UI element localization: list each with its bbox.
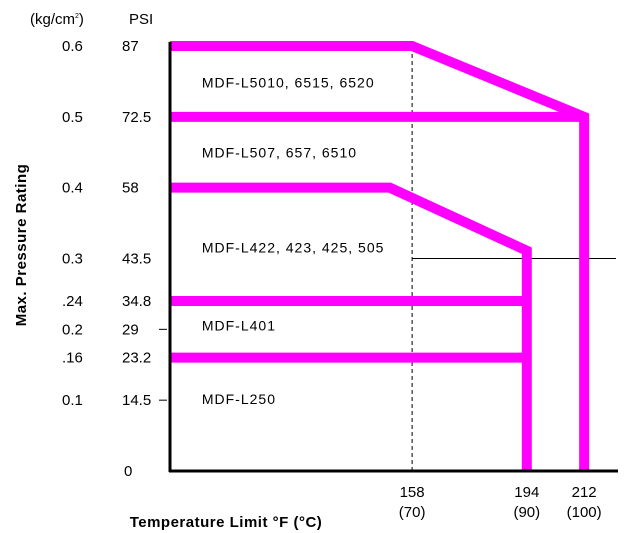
series-label-5: MDF-L250 <box>202 391 276 407</box>
kg-unit-label: (kg/cm2) <box>30 11 84 28</box>
y-tick-psi-9: 0 <box>124 463 132 480</box>
kg-unit-superscript: 2 <box>75 13 79 20</box>
y-tick-psi-7: 23.2 <box>122 350 151 367</box>
y-tick-psi-3: 58 <box>122 180 139 197</box>
x-tick-c-2: (90) <box>513 504 540 521</box>
kg-unit-close: ) <box>79 11 84 28</box>
y-tick-psi-4: 43.5 <box>122 251 151 268</box>
y-tick-kg-6: 0.2 <box>62 321 83 338</box>
x-tick-f-1: 158 <box>400 484 425 501</box>
axes <box>159 42 618 473</box>
y-tick-kg-1: 0.6 <box>62 38 83 55</box>
x-tick-f-2: 194 <box>514 484 539 501</box>
tick-labels: 0.6 87 0.5 72.5 0.4 58 0.3 43.5 .24 34.8 0.2 29 .16 2… <box>62 38 602 521</box>
psi-unit-label: PSI <box>129 11 153 28</box>
series-label-1: MDF-L5010, 6515, 6520 <box>202 75 375 91</box>
y-tick-psi-6: 29 <box>122 321 139 338</box>
series-label-3: MDF-L422, 423, 425, 505 <box>202 239 385 255</box>
y-tick-kg-5: .24 <box>62 293 83 310</box>
y-tick-psi-5: 34.8 <box>122 293 151 310</box>
y-tick-kg-7: .16 <box>62 350 83 367</box>
series-line-1 <box>170 41 590 471</box>
kg-unit-open: (kg/cm <box>30 11 75 28</box>
x-tick-c-3: (100) <box>567 504 602 521</box>
y-tick-kg-3: 0.4 <box>62 180 83 197</box>
y-axis-title: Max. Pressure Rating <box>13 164 30 327</box>
series-labels: MDF-L5010, 6515, 6520 MDF-L507, 657, 6510… <box>202 75 385 408</box>
y-tick-kg-2: 0.5 <box>62 109 83 126</box>
series-lines <box>170 41 590 471</box>
series-label-4: MDF-L401 <box>202 317 276 333</box>
y-tick-psi-8: 14.5 <box>122 392 151 409</box>
x-tick-f-3: 212 <box>572 484 597 501</box>
y-tick-kg-4: 0.3 <box>62 251 83 268</box>
x-tick-c-1: (70) <box>399 504 426 521</box>
y-tick-psi-2: 72.5 <box>122 109 151 126</box>
series-label-2: MDF-L507, 657, 6510 <box>202 144 357 160</box>
x-axis-title: Temperature Limit °F (°C) <box>130 514 323 531</box>
y-tick-kg-8: 0.1 <box>62 392 83 409</box>
y-tick-psi-1: 87 <box>122 38 139 55</box>
